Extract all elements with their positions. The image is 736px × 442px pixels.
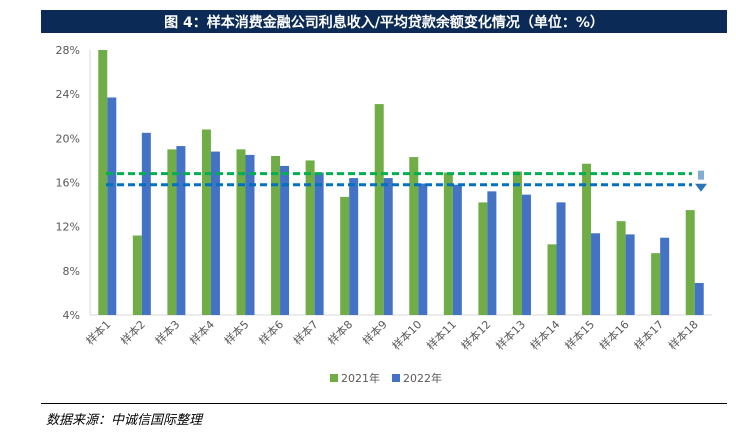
legend-swatch-2022 (392, 374, 400, 382)
bar-2022 (141, 132, 151, 315)
x-tick-label: 样本15 (562, 317, 597, 352)
x-tick-label: 样本7 (290, 317, 320, 347)
y-tick-label: 16% (56, 177, 80, 190)
bar-2022 (349, 178, 359, 315)
bar-2022 (107, 97, 117, 316)
bar-2021 (374, 104, 384, 316)
down-arrow-icon (695, 183, 707, 192)
arrow-shaft (698, 170, 704, 180)
bar-2021 (443, 172, 453, 315)
x-tick-label: 样本11 (424, 317, 459, 352)
bar-2021 (201, 129, 211, 315)
bar-2022 (210, 151, 220, 315)
x-tick-label: 样本1 (83, 317, 113, 347)
source-divider (41, 403, 727, 404)
chart-title: 图 4：样本消费金融公司利息收入/平均贷款余额变化情况（单位：%） (41, 10, 727, 33)
bar-2021 (478, 202, 488, 315)
bar-2022 (383, 178, 393, 315)
bar-2022 (452, 184, 462, 315)
bar-2022 (660, 237, 670, 315)
x-tick-label: 样本13 (493, 317, 528, 352)
legend-label: 2021年 (341, 371, 380, 385)
bar-2022 (694, 282, 704, 315)
bar-2022 (314, 172, 324, 315)
x-tick-label: 样本4 (187, 317, 217, 347)
bar-2022 (487, 191, 497, 315)
bar-2021 (340, 196, 350, 315)
bar-2021 (547, 244, 557, 315)
bar-2021 (616, 221, 626, 315)
y-tick-label: 8% (63, 265, 80, 278)
bar-2021 (305, 160, 315, 315)
bar-2022 (591, 233, 601, 315)
y-tick-label: 4% (63, 309, 80, 322)
bar-2021 (651, 253, 661, 315)
x-tick-label: 样本17 (631, 317, 666, 352)
bar-2022 (625, 234, 635, 315)
bar-2021 (512, 171, 522, 315)
x-tick-label: 样本16 (596, 317, 631, 352)
x-tick-label: 样本3 (152, 317, 182, 347)
bar-2021 (132, 235, 142, 315)
x-tick-label: 样本9 (359, 317, 389, 347)
y-tick-label: 12% (56, 221, 80, 234)
legend-label: 2022年 (403, 371, 442, 385)
bar-2021 (271, 156, 281, 315)
x-tick-label: 样本5 (221, 317, 251, 347)
bar-2021 (236, 149, 246, 315)
bar-2021 (582, 163, 592, 315)
x-tick-label: 样本6 (256, 317, 286, 347)
bar-2022 (556, 202, 566, 315)
bar-2021 (409, 157, 419, 315)
bar-2022 (245, 154, 255, 315)
bar-2021 (167, 149, 177, 315)
y-tick-label: 28% (56, 44, 80, 57)
bar-2022 (176, 146, 186, 315)
bar-2022 (280, 165, 290, 315)
source-note: 数据来源：中诚信国际整理 (46, 413, 203, 428)
bar-2022 (521, 194, 531, 315)
x-tick-label: 样本12 (458, 317, 493, 352)
x-tick-label: 样本18 (665, 317, 700, 352)
bar-2021 (685, 210, 695, 315)
y-tick-label: 20% (56, 132, 80, 145)
y-tick-label: 24% (56, 88, 80, 101)
bar-2022 (418, 183, 428, 315)
bar-2021 (98, 50, 108, 315)
x-tick-label: 样本14 (527, 317, 562, 352)
x-tick-label: 样本2 (118, 317, 148, 347)
legend-swatch-2021 (330, 374, 338, 382)
x-tick-label: 样本10 (389, 317, 424, 352)
x-tick-label: 样本8 (325, 317, 355, 347)
